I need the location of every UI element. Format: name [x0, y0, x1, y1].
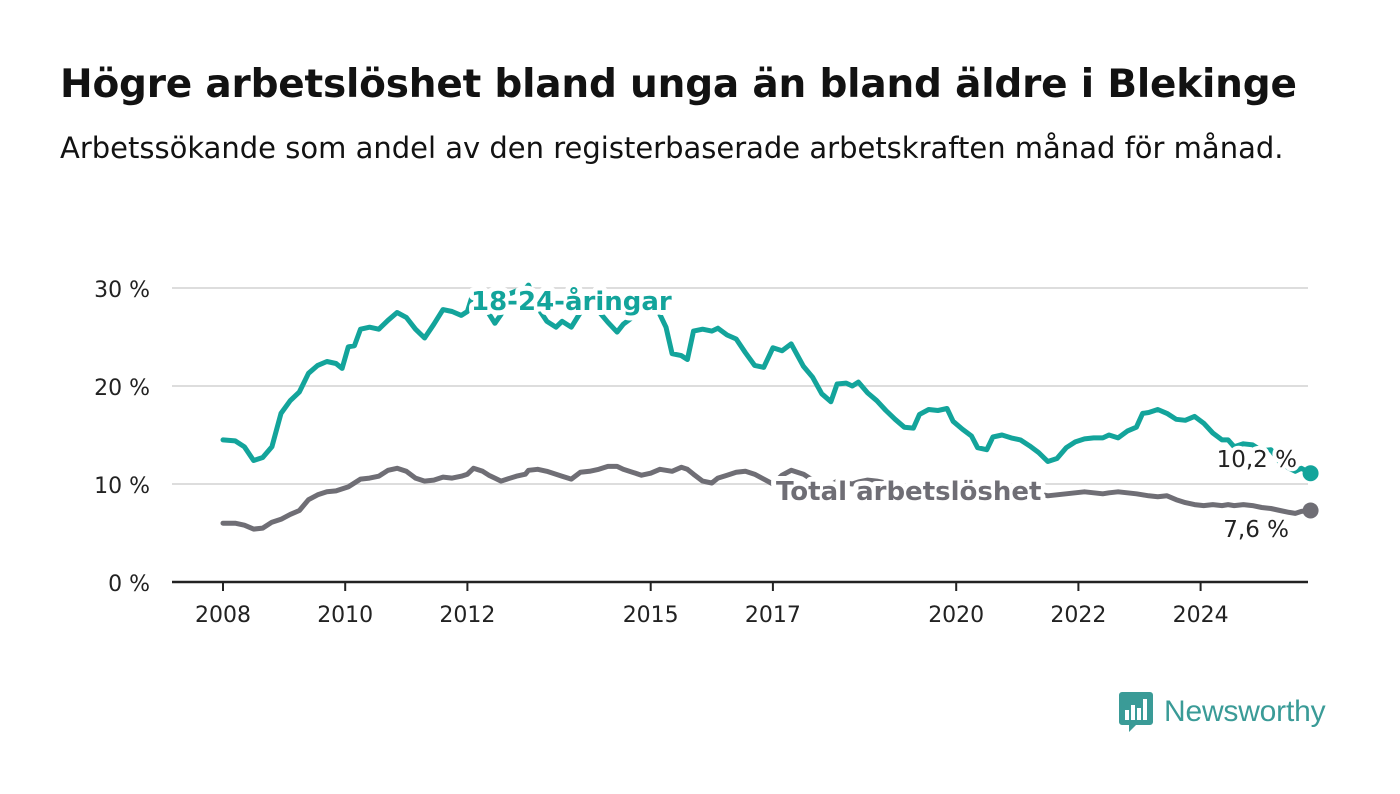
x-tick-label: 2024 — [1173, 603, 1229, 628]
page-subtitle: Arbetssökande som andel av den registerb… — [60, 131, 1284, 165]
x-tick-label: 2020 — [928, 603, 984, 628]
newsworthy-logo[interactable]: Newsworthy — [1118, 690, 1326, 734]
y-tick-label: 20 % — [94, 376, 150, 401]
series-line — [220, 282, 1314, 476]
y-tick-label: 30 % — [94, 278, 150, 303]
series-end-marker — [1302, 465, 1319, 482]
end-label-halo: 10,2 % — [1217, 447, 1297, 473]
end-label-text: 10,2 % — [1217, 447, 1297, 473]
y-tick-label: 0 % — [108, 572, 150, 597]
y-tick-label: 10 % — [94, 474, 150, 499]
series-end-marker — [1302, 502, 1319, 519]
series-label-text: 18-24-åringar — [471, 285, 672, 317]
page-title: Högre arbetslöshet bland unga än bland ä… — [60, 62, 1297, 107]
series-line — [220, 463, 1314, 532]
grid-lines — [172, 287, 1308, 485]
bar-chart-bubble-icon — [1119, 692, 1153, 732]
end-label-total: 7,6 %7,6 % — [1219, 513, 1293, 547]
series-label-halo: 18-24-åringar — [471, 285, 672, 317]
series-lines — [220, 282, 1319, 532]
y-axis-tick-labels: 0 % 10 % 20 % 30 % — [94, 278, 150, 597]
x-tick-label: 2015 — [623, 603, 679, 628]
series-label-halo: Total arbetslöshet — [776, 477, 1041, 507]
end-label-text: 7,6 % — [1223, 517, 1289, 543]
series-label-text: Total arbetslöshet — [776, 477, 1041, 507]
x-tick-label: 2017 — [745, 603, 801, 628]
x-axis: 2008 2010 2012 2015 2017 2020 2022 2024 — [172, 580, 1308, 628]
x-tick-label: 2010 — [317, 603, 373, 628]
brand-name: Newsworthy — [1164, 695, 1326, 728]
x-tick-label: 2008 — [195, 603, 251, 628]
end-label-halo: 7,6 % — [1223, 517, 1289, 543]
end-label-youth: 10,2 %10,2 % — [1213, 443, 1301, 477]
x-tick-label: 2022 — [1050, 603, 1106, 628]
x-tick-label: 2012 — [439, 603, 495, 628]
